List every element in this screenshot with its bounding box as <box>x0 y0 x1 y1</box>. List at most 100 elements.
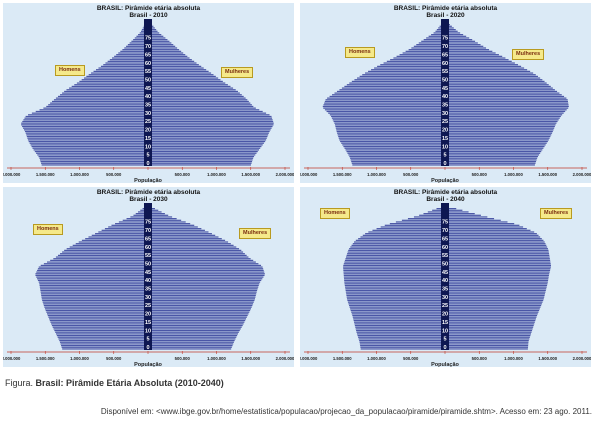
women-bar <box>150 314 248 317</box>
men-bar <box>64 249 146 251</box>
men-bar <box>23 119 146 121</box>
men-bar <box>405 50 443 52</box>
men-bar <box>30 144 146 146</box>
men-bar <box>338 135 443 138</box>
women-bar <box>447 294 545 297</box>
women-bar <box>447 271 550 273</box>
women-bar <box>447 87 553 89</box>
women-bar <box>150 256 249 258</box>
men-bar <box>39 286 147 288</box>
women-bar <box>150 90 238 93</box>
women-bar <box>150 226 198 228</box>
men-bar <box>365 233 443 235</box>
women-bar <box>150 134 269 136</box>
women-bar <box>447 139 549 141</box>
women-bar <box>150 234 216 236</box>
women-bar <box>150 211 162 213</box>
women-bar <box>447 137 550 139</box>
women-bar <box>150 60 195 62</box>
men-bar <box>435 30 443 32</box>
women-bar <box>447 269 551 272</box>
men-bar <box>338 137 443 139</box>
men-bar <box>91 72 146 74</box>
women-bar <box>447 236 541 238</box>
men-bar <box>114 55 146 57</box>
men-bar <box>342 144 443 146</box>
men-bar <box>130 216 146 218</box>
men-bar <box>118 221 146 223</box>
men-bar <box>345 149 443 151</box>
women-bar <box>150 223 191 225</box>
women-bar <box>447 281 548 283</box>
women-bar <box>150 74 214 76</box>
women-bar <box>447 229 531 231</box>
men-bar <box>408 49 443 51</box>
women-bar <box>447 84 549 86</box>
men-bar <box>53 258 146 260</box>
men-bar <box>416 44 443 46</box>
men-bar <box>86 75 146 78</box>
women-bar <box>447 264 551 267</box>
women-bar <box>150 129 271 131</box>
age-tick-label: 5 <box>146 153 149 159</box>
women-bar <box>447 52 496 54</box>
women-bar <box>150 248 240 250</box>
women-bar <box>447 231 535 233</box>
women-bar <box>447 313 538 315</box>
men-bar <box>332 119 443 121</box>
center-axis <box>441 19 449 166</box>
women-bar <box>150 147 261 149</box>
women-bar <box>447 135 551 138</box>
age-tick-label: 50 <box>442 77 448 83</box>
men-bar <box>352 314 443 317</box>
women-bar <box>150 216 173 218</box>
women-bar <box>447 278 549 280</box>
men-bar <box>139 32 146 34</box>
women-bar <box>447 284 548 287</box>
men-bar <box>57 95 146 98</box>
men-bar <box>336 90 443 93</box>
source-note: Disponível em: <www.ibge.gov.br/home/est… <box>100 407 592 416</box>
women-bar <box>447 134 552 136</box>
women-bar <box>447 64 519 66</box>
men-bar <box>350 159 443 161</box>
men-bar <box>55 333 147 335</box>
men-bar <box>26 135 147 138</box>
women-bar <box>447 218 495 220</box>
men-bar <box>127 44 146 46</box>
x-tick-label: 2.000.000 <box>276 356 294 361</box>
women-bar <box>447 291 546 293</box>
men-bar <box>347 152 443 154</box>
women-bar <box>447 152 541 154</box>
age-tick-label: 40 <box>442 94 448 100</box>
women-bar <box>447 259 551 262</box>
legend-men: Homens <box>320 208 350 219</box>
women-bar <box>447 59 509 61</box>
women-bar <box>150 50 182 52</box>
men-bar <box>115 223 146 225</box>
chart-title: BRASIL: Pirâmide etária absoluta <box>96 189 201 196</box>
men-bar <box>343 273 443 275</box>
women-bar <box>150 105 254 108</box>
x-tick-label: 2.000.000 <box>573 172 591 177</box>
chart-title: BRASIL: Pirâmide etária absoluta <box>393 189 498 196</box>
men-bar <box>354 241 443 243</box>
women-bar <box>447 263 551 265</box>
pyramid-panel-2010: 0 5 10 15 20 25 30 35 40 45 50 55 60 65 70 75 2.000.000 1… <box>3 3 294 183</box>
men-bar <box>371 69 443 71</box>
men-bar <box>349 155 443 158</box>
men-bar <box>343 268 443 270</box>
men-bar <box>343 263 443 265</box>
women-bar <box>150 209 159 211</box>
women-bar <box>150 45 176 47</box>
women-bar <box>150 236 219 238</box>
men-bar <box>335 125 443 128</box>
men-bar <box>357 77 443 79</box>
men-bar <box>38 155 146 158</box>
women-bar <box>150 155 255 158</box>
women-bar <box>447 293 546 295</box>
women-bar <box>447 119 559 121</box>
women-bar <box>150 37 166 39</box>
men-bar <box>356 329 443 332</box>
women-bar <box>447 75 538 78</box>
